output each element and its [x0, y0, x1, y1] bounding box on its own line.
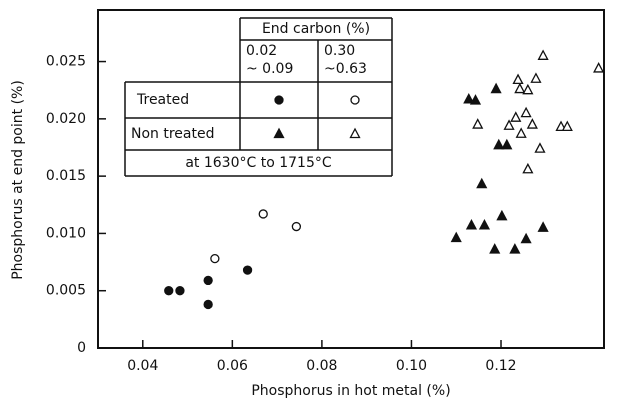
x-tick-label: 0.06	[217, 358, 248, 374]
point	[520, 106, 532, 118]
y-tick-label: 0.025	[46, 54, 86, 70]
point	[242, 265, 253, 275]
point	[478, 219, 491, 230]
legend-symbol	[274, 95, 284, 105]
point	[512, 73, 524, 85]
legend-table: End carbon (%) 0.02 ~ 0.09 0.30 ~0.63 Treated…	[124, 17, 393, 177]
legend-column-line: 0.02	[246, 43, 277, 59]
point	[472, 118, 484, 129]
point	[593, 62, 605, 73]
point	[503, 119, 515, 130]
point	[465, 219, 478, 230]
legend-column-line: 0.30	[324, 43, 355, 59]
y-tick-label: 0.010	[46, 225, 86, 241]
point	[469, 94, 482, 105]
point	[520, 232, 532, 244]
x-axis-label: Phosphorus in hot metal (%)	[251, 383, 450, 399]
y-tick-label: 0	[77, 340, 86, 356]
point	[496, 209, 508, 221]
point	[522, 83, 534, 95]
y-axis-label: Phosphorus at end point (%)	[10, 80, 26, 280]
x-tick-label: 0.12	[485, 358, 516, 374]
point	[530, 72, 542, 83]
point	[522, 162, 534, 174]
legend-column: 0.30 ~0.63	[324, 43, 367, 77]
plot-frame	[97, 9, 605, 349]
legend-symbol	[349, 127, 361, 139]
point	[164, 286, 174, 296]
table-bg	[125, 82, 392, 176]
point	[534, 142, 546, 153]
table-bg	[240, 18, 392, 82]
point	[463, 92, 475, 104]
point	[561, 120, 573, 132]
point	[493, 138, 505, 150]
y-tick-label: 0.020	[46, 111, 86, 127]
point	[537, 49, 549, 60]
legend-symbol	[350, 95, 360, 105]
point	[537, 221, 549, 232]
legend-column: 0.02 ~ 0.09	[246, 43, 293, 77]
point	[210, 253, 220, 264]
point	[514, 82, 526, 94]
point	[509, 243, 521, 254]
point	[450, 231, 462, 243]
point	[501, 138, 513, 150]
point	[510, 111, 522, 122]
legend-symbol	[273, 127, 285, 139]
point	[258, 209, 268, 219]
legend-column-line: ~0.63	[324, 61, 367, 77]
point	[490, 82, 502, 94]
point	[476, 177, 488, 189]
x-tick-label: 0.10	[396, 358, 427, 374]
legend-row: Non treated	[131, 126, 214, 142]
x-tick-label: 0.08	[306, 358, 337, 374]
legend-row: Treated	[136, 92, 189, 108]
y-tick-label: 0.005	[46, 283, 86, 299]
x-tick-label: 0.04	[127, 358, 158, 374]
point	[515, 127, 527, 138]
point	[203, 299, 213, 310]
point	[203, 275, 213, 286]
point	[489, 243, 501, 254]
point	[175, 286, 185, 296]
y-tick-label: 0.015	[46, 168, 86, 184]
legend-column-line: ~ 0.09	[246, 61, 293, 77]
legend-header: End carbon (%)	[262, 21, 370, 37]
legend-footer: at 1630°C to 1715°C	[185, 155, 332, 171]
point	[291, 221, 302, 232]
point	[526, 118, 538, 129]
